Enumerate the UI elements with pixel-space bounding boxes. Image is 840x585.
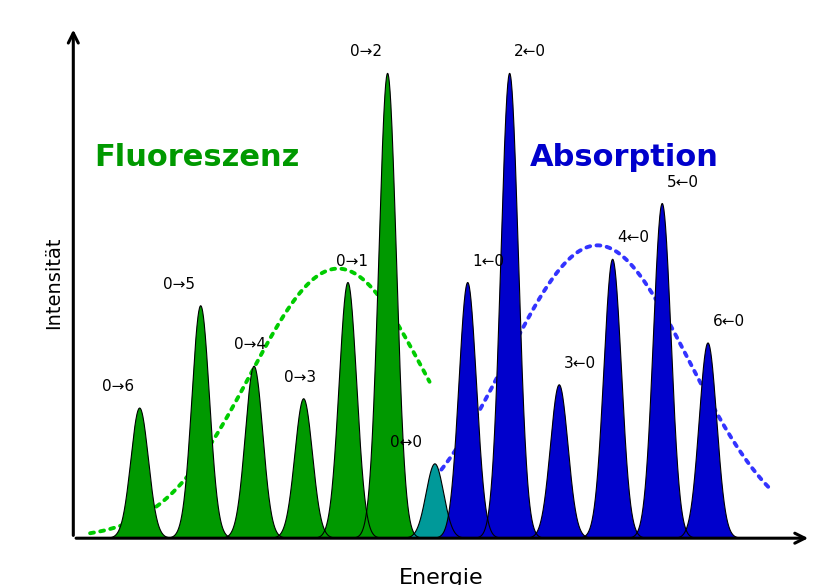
Text: 5←0: 5←0 [667,174,699,190]
Polygon shape [161,306,240,538]
Text: 4←0: 4←0 [617,230,649,245]
Polygon shape [100,408,179,538]
Polygon shape [348,73,427,538]
Polygon shape [669,343,748,538]
Text: 0→5: 0→5 [163,277,196,292]
Text: 2←0: 2←0 [514,44,546,60]
Polygon shape [265,399,344,538]
Text: Absorption: Absorption [530,143,718,171]
Text: 0→3: 0→3 [284,370,316,385]
Polygon shape [428,283,507,538]
Text: 0→4: 0→4 [234,338,266,352]
Text: Energie: Energie [399,569,483,585]
Text: Fluoreszenz: Fluoreszenz [94,143,300,171]
Text: 3←0: 3←0 [564,356,596,371]
Polygon shape [396,464,475,538]
Polygon shape [215,366,293,538]
Polygon shape [622,204,701,538]
Text: 0→2: 0→2 [350,44,382,60]
Text: 1←0: 1←0 [472,253,504,269]
Text: 0→1: 0→1 [336,253,368,269]
Text: 0→6: 0→6 [102,379,134,394]
Polygon shape [520,385,599,538]
Polygon shape [470,73,549,538]
Polygon shape [308,283,387,538]
Text: Intensität: Intensität [44,236,63,329]
Text: 6←0: 6←0 [712,314,744,329]
Polygon shape [573,259,652,538]
Text: 0↔0: 0↔0 [390,435,422,450]
